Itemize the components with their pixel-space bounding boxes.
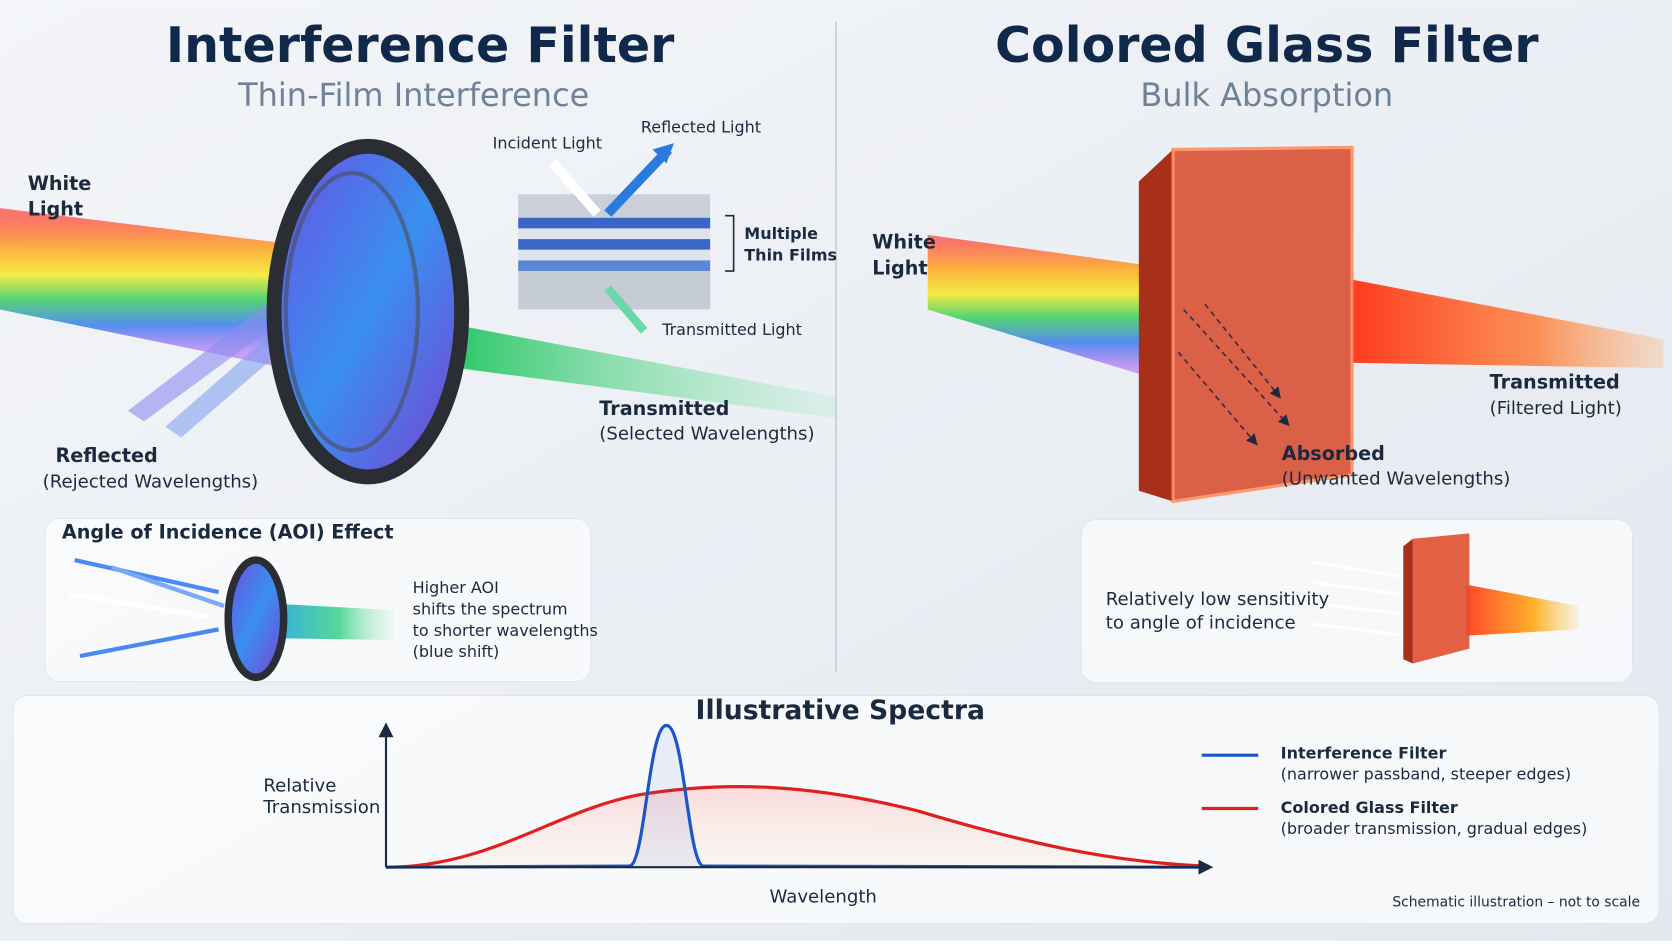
left-title: Interference Filter (166, 16, 675, 74)
reflected-arrow (604, 146, 673, 217)
shape (1177, 351, 1258, 446)
text-line: to angle of incidence (1106, 612, 1296, 633)
shape (518, 239, 711, 250)
label: Reflected (55, 444, 157, 467)
footnote: Schematic illustration – not to scale (1392, 895, 1640, 911)
glass-curve (386, 785, 1206, 869)
shape (79, 627, 219, 659)
text-line: White (872, 231, 936, 254)
label: Reflected Light (641, 117, 761, 136)
glass-front (1171, 145, 1354, 504)
right-subtitle: Bulk Absorption (1140, 76, 1393, 114)
legend-label: Colored Glass Filter (1281, 798, 1458, 817)
spectra-title: Illustrative Spectra (696, 695, 985, 726)
glass-side (1138, 149, 1173, 502)
shape (1313, 580, 1400, 596)
shape (1183, 308, 1290, 427)
text-line: Transmission (262, 797, 380, 818)
shape (111, 565, 225, 608)
shape (1313, 560, 1400, 578)
text-line: Light (28, 198, 83, 221)
text-line: Relative (263, 775, 336, 796)
legend-note: (broader transmission, gradual edges) (1281, 819, 1588, 838)
small-beam (1466, 584, 1579, 636)
interference-curve (386, 723, 1205, 869)
shape (518, 217, 711, 229)
aoi-box (44, 517, 592, 683)
label: (Rejected Wavelengths) (43, 472, 259, 493)
aoi-text: Higher AOI shifts the spectrum to shorter … (413, 578, 598, 661)
transmitted-beam (1352, 279, 1664, 369)
shape (518, 260, 711, 272)
reflected-beam (127, 288, 304, 422)
label: Multiple Thin Films (744, 224, 837, 264)
label: Transmitted (1490, 370, 1620, 393)
incident-arrow (548, 159, 601, 217)
shape (1204, 303, 1281, 399)
small-glass (1412, 533, 1470, 664)
text-line: Multiple (744, 224, 818, 243)
label: Transmitted Light (661, 320, 802, 339)
x-axis-label: Wavelength (769, 886, 876, 907)
right-title: Colored Glass Filter (995, 16, 1539, 74)
bracket (725, 214, 735, 272)
white-light-beam (0, 208, 286, 369)
aoi-box (1080, 519, 1634, 684)
y-axis-label: Relative Transmission (262, 775, 380, 817)
left-subtitle: Thin-Film Interference (237, 76, 589, 114)
text-line: Relatively low sensitivity (1106, 589, 1330, 610)
legend-label: Interference Filter (1281, 743, 1447, 762)
aoi-title: Angle of Incidence (AOI) Effect (62, 521, 394, 544)
small-glass-side (1403, 538, 1413, 664)
label: Incident Light (493, 133, 602, 152)
arrow-head (652, 143, 674, 164)
transmitted-beam (458, 325, 838, 419)
lens-rim (283, 170, 421, 453)
text-line: White (28, 172, 92, 195)
shape (518, 249, 711, 261)
label: Transmitted (599, 397, 729, 420)
text-line: Higher AOI (413, 578, 499, 597)
label: (Selected Wavelengths) (599, 424, 814, 445)
text-line: Thin Films (744, 245, 837, 264)
small-arrows (1313, 560, 1400, 637)
text-line: to shorter wavelengths (413, 621, 598, 640)
small-lens (224, 556, 288, 682)
aoi-beam (255, 602, 395, 641)
text-line: Light (872, 256, 927, 279)
label: Absorbed (1282, 442, 1385, 465)
label: White Light (28, 172, 92, 221)
spectra-fill (386, 786, 1205, 868)
label: White Light (872, 231, 936, 280)
shape (68, 592, 209, 619)
shape (518, 228, 711, 240)
transmitted-arrow (604, 285, 648, 334)
aoi-text: Relatively low sensitivity to angle of in… (1106, 589, 1330, 633)
shape (1313, 622, 1400, 637)
text-line: shifts the spectrum (413, 599, 568, 618)
label: (Filtered Light) (1490, 398, 1622, 419)
text-line: (blue shift) (413, 642, 500, 661)
label: (Unwanted Wavelengths) (1282, 468, 1511, 489)
shape (1313, 602, 1400, 615)
shape (74, 557, 220, 595)
legend-note: (narrower passband, steeper edges) (1281, 765, 1571, 784)
white-light-beam (927, 234, 1173, 385)
absorbed-arrows (1177, 303, 1290, 446)
aoi-arrows (68, 557, 225, 659)
lens (266, 138, 470, 485)
